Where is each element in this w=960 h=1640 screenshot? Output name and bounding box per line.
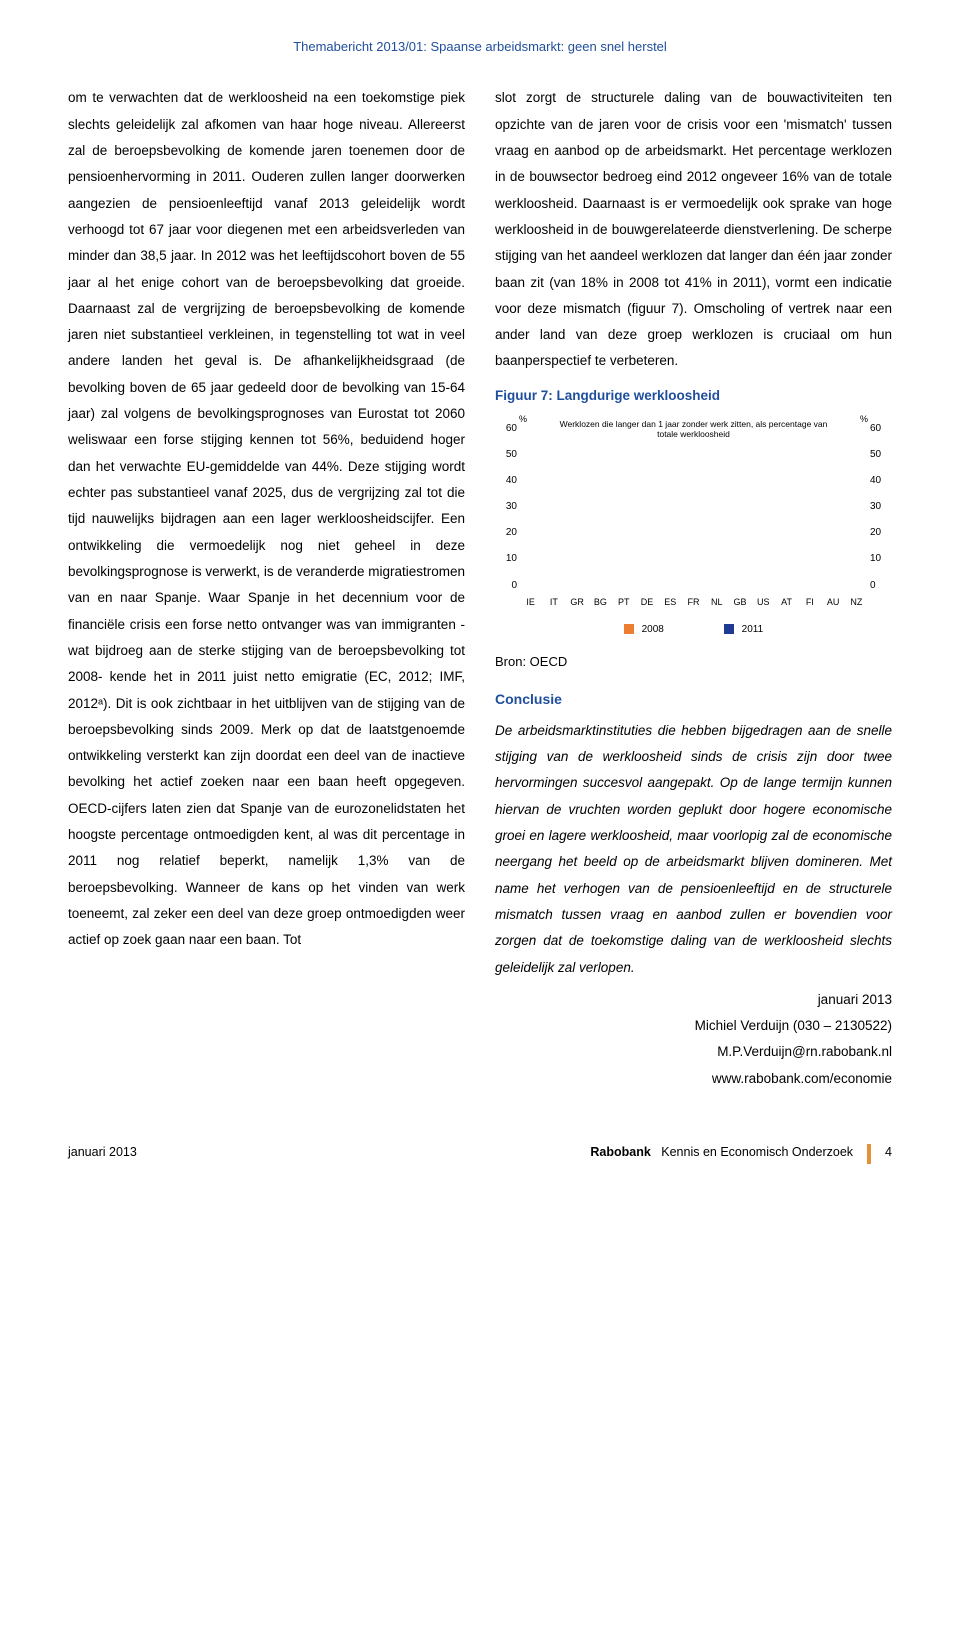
x-tick-label: IE — [519, 594, 542, 612]
signature-author: Michiel Verduijn (030 – 2130522) — [495, 1013, 892, 1039]
x-tick-label: US — [752, 594, 775, 612]
legend-item-b: 2011 — [724, 620, 763, 640]
x-tick-label: BG — [589, 594, 612, 612]
legend-label-b: 2011 — [742, 624, 764, 635]
legend-swatch-b — [724, 624, 734, 634]
x-tick-label: GR — [566, 594, 589, 612]
conclusion-heading: Conclusie — [495, 686, 892, 713]
signature-block: januari 2013 Michiel Verduijn (030 – 213… — [495, 987, 892, 1092]
left-column: om te verwachten dat de werkloosheid na … — [68, 85, 465, 1092]
x-tick-label: NZ — [845, 594, 868, 612]
right-top-text: slot zorgt de structurele daling van de … — [495, 85, 892, 374]
x-tick-label: ES — [659, 594, 682, 612]
x-tick-label: AU — [821, 594, 844, 612]
x-tick-label: FI — [798, 594, 821, 612]
footer-publisher: Rabobank Kennis en Economisch Onderzoek — [590, 1140, 853, 1164]
x-tick-label: GB — [728, 594, 751, 612]
x-tick-label: PT — [612, 594, 635, 612]
signature-email: M.P.Verduijn@rn.rabobank.nl — [495, 1039, 892, 1065]
two-column-layout: om te verwachten dat de werkloosheid na … — [68, 85, 892, 1092]
signature-site: www.rabobank.com/economie — [495, 1066, 892, 1092]
figure-chart: % % Werklozen die langer dan 1 jaar zond… — [495, 413, 892, 643]
footer-department: Kennis en Economisch Onderzoek — [661, 1145, 853, 1159]
page-footer: januari 2013 Rabobank Kennis en Economis… — [68, 1140, 892, 1164]
y-axis-left: 6050403020100 — [499, 419, 517, 595]
x-tick-label: DE — [635, 594, 658, 612]
right-column: slot zorgt de structurele daling van de … — [495, 85, 892, 1092]
figure-title: Figuur 7: Langdurige werkloosheid — [495, 383, 892, 409]
bars-container — [519, 429, 868, 595]
page-header: Themabericht 2013/01: Spaanse arbeidsmar… — [68, 34, 892, 59]
footer-bank: Rabobank — [590, 1145, 650, 1159]
left-body-text: om te verwachten dat de werkloosheid na … — [68, 85, 465, 953]
signature-date: januari 2013 — [495, 987, 892, 1013]
x-axis-labels: IEITGRBGPTDEESFRNLGBUSATFIAUNZ — [519, 594, 868, 612]
page-number: 4 — [885, 1140, 892, 1164]
x-tick-label: AT — [775, 594, 798, 612]
conclusion-text: De arbeidsmarktinstituties die hebben bi… — [495, 718, 892, 981]
chart-legend: 2008 2011 — [495, 620, 892, 640]
x-tick-label: FR — [682, 594, 705, 612]
figure-source: Bron: OECD — [495, 649, 892, 674]
x-tick-label: NL — [705, 594, 728, 612]
page-number-divider — [867, 1144, 871, 1164]
legend-item-a: 2008 — [624, 620, 664, 640]
legend-label-a: 2008 — [642, 624, 664, 635]
y-axis-right: 6050403020100 — [870, 419, 888, 595]
x-tick-label: IT — [542, 594, 565, 612]
footer-date: januari 2013 — [68, 1140, 137, 1164]
chart-plot-area — [519, 419, 868, 595]
footer-right: Rabobank Kennis en Economisch Onderzoek … — [590, 1140, 892, 1164]
legend-swatch-a — [624, 624, 634, 634]
